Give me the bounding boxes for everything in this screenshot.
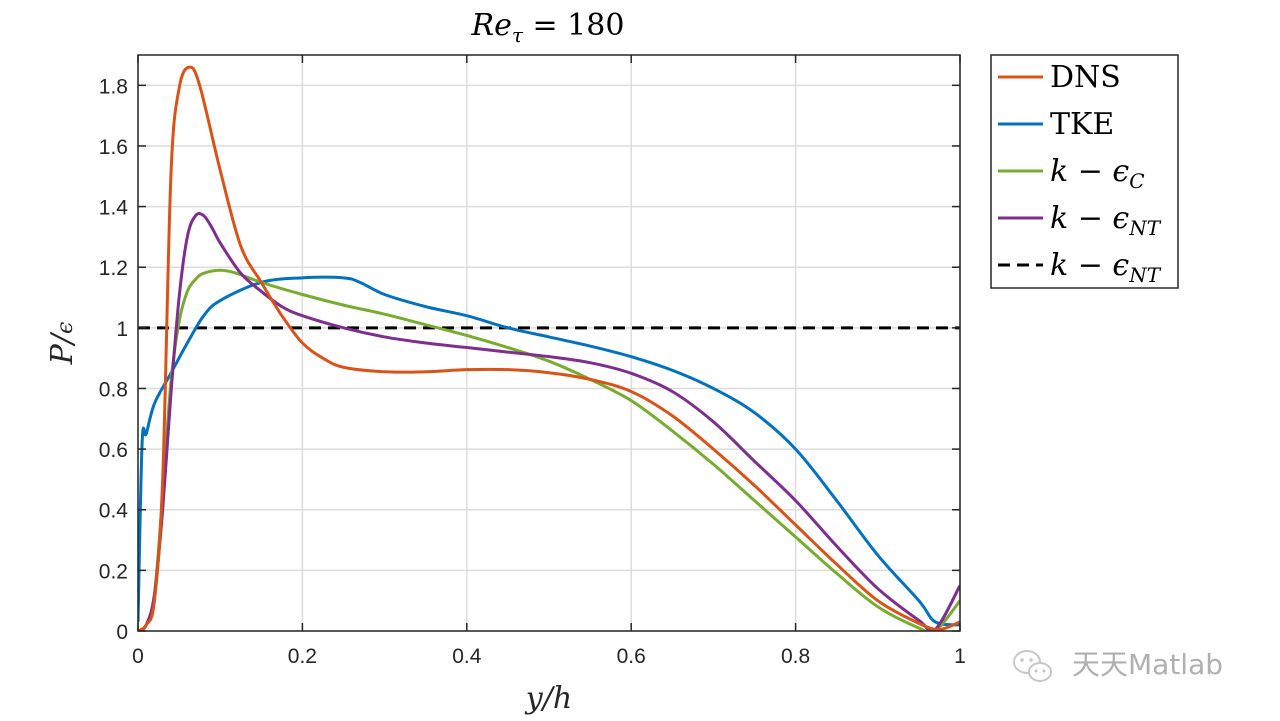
plot-area: 0 0.2 0.4 0.6 0.8 1 0 0.2 0.4 0.6 0.8 1 1.2 1.4 1.6 1.8 bbox=[99, 54, 966, 668]
plot-frame bbox=[137, 54, 961, 632]
x-tick-label: 0 bbox=[132, 645, 144, 668]
series-line-3 bbox=[138, 212, 960, 631]
x-tick-label: 0.4 bbox=[452, 645, 482, 668]
chart-title: Reτ = 180 bbox=[471, 8, 625, 47]
y-tick-label: 1.6 bbox=[99, 136, 128, 159]
legend: DNS TKE k − ϵC k − ϵNT k − ϵNT bbox=[990, 54, 1179, 289]
series-line-0 bbox=[138, 65, 960, 631]
series-lines bbox=[138, 65, 960, 631]
wechat-icon bbox=[1013, 650, 1052, 682]
axis-ticks bbox=[137, 55, 961, 632]
tick-labels: 0 0.2 0.4 0.6 0.8 1 0 0.2 0.4 0.6 0.8 1 1.2 1.4 1.6 1.8 bbox=[99, 75, 966, 668]
y-tick-label: 0.8 bbox=[99, 378, 128, 401]
x-tick-label: 1 bbox=[954, 645, 966, 668]
y-tick-label: 1 bbox=[116, 318, 128, 341]
x-axis-label: y/h bbox=[524, 681, 572, 716]
plot-background bbox=[138, 55, 960, 631]
y-tick-label: 1.8 bbox=[99, 75, 128, 98]
y-tick-label: 1.2 bbox=[99, 257, 128, 280]
legend-label-1: TKE bbox=[1050, 107, 1114, 142]
y-tick-label: 0.2 bbox=[99, 560, 128, 583]
y-tick-label: 0 bbox=[116, 621, 128, 644]
y-tick-label: 0.4 bbox=[99, 500, 129, 523]
legend-label-4: k − ϵNT bbox=[1050, 248, 1162, 287]
watermark-text: 天天Matlab bbox=[1072, 648, 1223, 681]
y-tick-label: 1.4 bbox=[99, 197, 129, 220]
y-tick-label: 0.6 bbox=[99, 439, 128, 462]
legend-items: DNS TKE k − ϵC k − ϵNT k − ϵNT bbox=[998, 60, 1162, 287]
legend-label-3: k − ϵNT bbox=[1050, 201, 1162, 240]
x-tick-label: 0.6 bbox=[617, 645, 646, 668]
x-tick-label: 0.8 bbox=[781, 645, 810, 668]
legend-label-0: DNS bbox=[1050, 60, 1121, 95]
x-tick-label: 0.2 bbox=[288, 645, 317, 668]
watermark: 天天Matlab bbox=[1013, 648, 1223, 682]
legend-label-2: k − ϵC bbox=[1050, 154, 1145, 193]
